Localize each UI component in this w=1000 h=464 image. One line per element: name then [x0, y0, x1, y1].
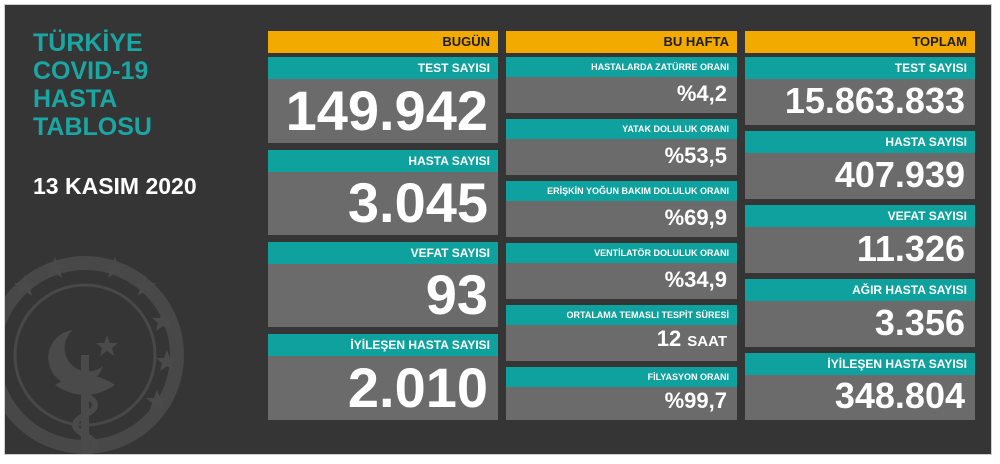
- card-value: %99,7: [665, 384, 727, 418]
- card-label: AĞIR HASTA SAYISI: [745, 279, 975, 301]
- card-value: %34,9: [665, 263, 727, 297]
- week-bed-occupancy-card: YATAK DOLULUK ORANI %53,5: [506, 119, 737, 175]
- card-label: HASTA SAYISI: [745, 131, 975, 153]
- card-label: ORTALAMA TEMASLI TESPİT SÜRESİ: [506, 305, 737, 325]
- value-number: 12: [656, 326, 682, 351]
- card-value: 149.942: [285, 79, 488, 142]
- week-icu-occupancy-card: ERİŞKİN YOĞUN BAKIM DOLULUK ORANI %69,9: [506, 181, 737, 237]
- today-recovered-card: İYİLEŞEN HASTA SAYISI 2.010: [268, 334, 498, 420]
- total-cases-card: HASTA SAYISI 407.939: [745, 131, 975, 199]
- today-test-card: TEST SAYISI 149.942: [268, 57, 498, 143]
- covid-table-board: TÜRKİYE COVID-19 HASTA TABLOSU 13 KASIM …: [4, 4, 992, 455]
- week-filiation-card: FİLYASYON ORANI %99,7: [506, 367, 737, 420]
- report-date: 13 KASIM 2020: [33, 173, 197, 199]
- today-deaths-card: VEFAT SAYISI 93: [268, 242, 498, 327]
- card-label: YATAK DOLULUK ORANI: [506, 119, 737, 139]
- column-header-week: BU HAFTA: [506, 31, 737, 53]
- week-pneumonia-card: HASTALARDA ZATÜRRE ORANI %4,2: [506, 57, 737, 113]
- value-unit: SAAT: [687, 333, 727, 350]
- card-label: VEFAT SAYISI: [268, 242, 498, 264]
- card-value: %69,9: [665, 201, 727, 235]
- card-label: İYİLEŞEN HASTA SAYISI: [268, 334, 498, 356]
- value-number: %34,9: [664, 267, 727, 292]
- total-deaths-card: VEFAT SAYISI 11.326: [745, 205, 975, 273]
- value-number: %53,5: [664, 143, 727, 168]
- card-label: ERİŞKİN YOĞUN BAKIM DOLULUK ORANI: [506, 181, 737, 201]
- card-value: 3.356: [874, 302, 965, 343]
- card-value: 12 SAAT: [657, 322, 727, 359]
- column-header-today: BUGÜN: [268, 31, 498, 53]
- value-number: %69,9: [664, 205, 727, 230]
- total-recovered-card: İYİLEŞEN HASTA SAYISI 348.804: [745, 353, 975, 420]
- title-line: TABLOSU: [33, 113, 152, 141]
- board-title: TÜRKİYE COVID-19 HASTA TABLOSU: [33, 29, 152, 141]
- week-ventilator-occupancy-card: VENTİLATÖR DOLULUK ORANI %34,9: [506, 243, 737, 299]
- card-label: HASTALARDA ZATÜRRE ORANI: [506, 57, 737, 77]
- card-label: İYİLEŞEN HASTA SAYISI: [745, 353, 975, 375]
- card-value: 93: [425, 263, 488, 326]
- title-line: HASTA: [33, 85, 118, 113]
- title-line: COVID-19: [33, 57, 149, 85]
- card-value: 2.010: [347, 356, 488, 419]
- card-label: VEFAT SAYISI: [745, 205, 975, 227]
- card-label: HASTA SAYISI: [268, 150, 498, 172]
- card-label: VENTİLATÖR DOLULUK ORANI: [506, 243, 737, 263]
- value-number: %99,7: [664, 388, 727, 413]
- card-label: TEST SAYISI: [268, 57, 498, 79]
- title-line: TÜRKİYE: [33, 29, 143, 57]
- week-contact-tracing-card: ORTALAMA TEMASLI TESPİT SÜRESİ 12 SAAT: [506, 305, 737, 361]
- card-value: 11.326: [856, 228, 965, 269]
- card-label: TEST SAYISI: [745, 57, 975, 79]
- column-header-total: TOPLAM: [745, 31, 975, 53]
- value-number: %4,2: [676, 81, 727, 106]
- card-value: 15.863.833: [784, 80, 965, 121]
- card-label: FİLYASYON ORANI: [506, 367, 737, 387]
- ministry-emblem-icon: [5, 256, 184, 454]
- today-cases-card: HASTA SAYISI 3.045: [268, 150, 498, 235]
- card-value: %4,2: [677, 77, 727, 111]
- card-value: 407.939: [834, 154, 965, 195]
- total-test-card: TEST SAYISI 15.863.833: [745, 57, 975, 125]
- total-critical-card: AĞIR HASTA SAYISI 3.356: [745, 279, 975, 347]
- card-value: 348.804: [834, 375, 965, 416]
- card-value: 3.045: [347, 171, 488, 234]
- card-value: %53,5: [665, 139, 727, 173]
